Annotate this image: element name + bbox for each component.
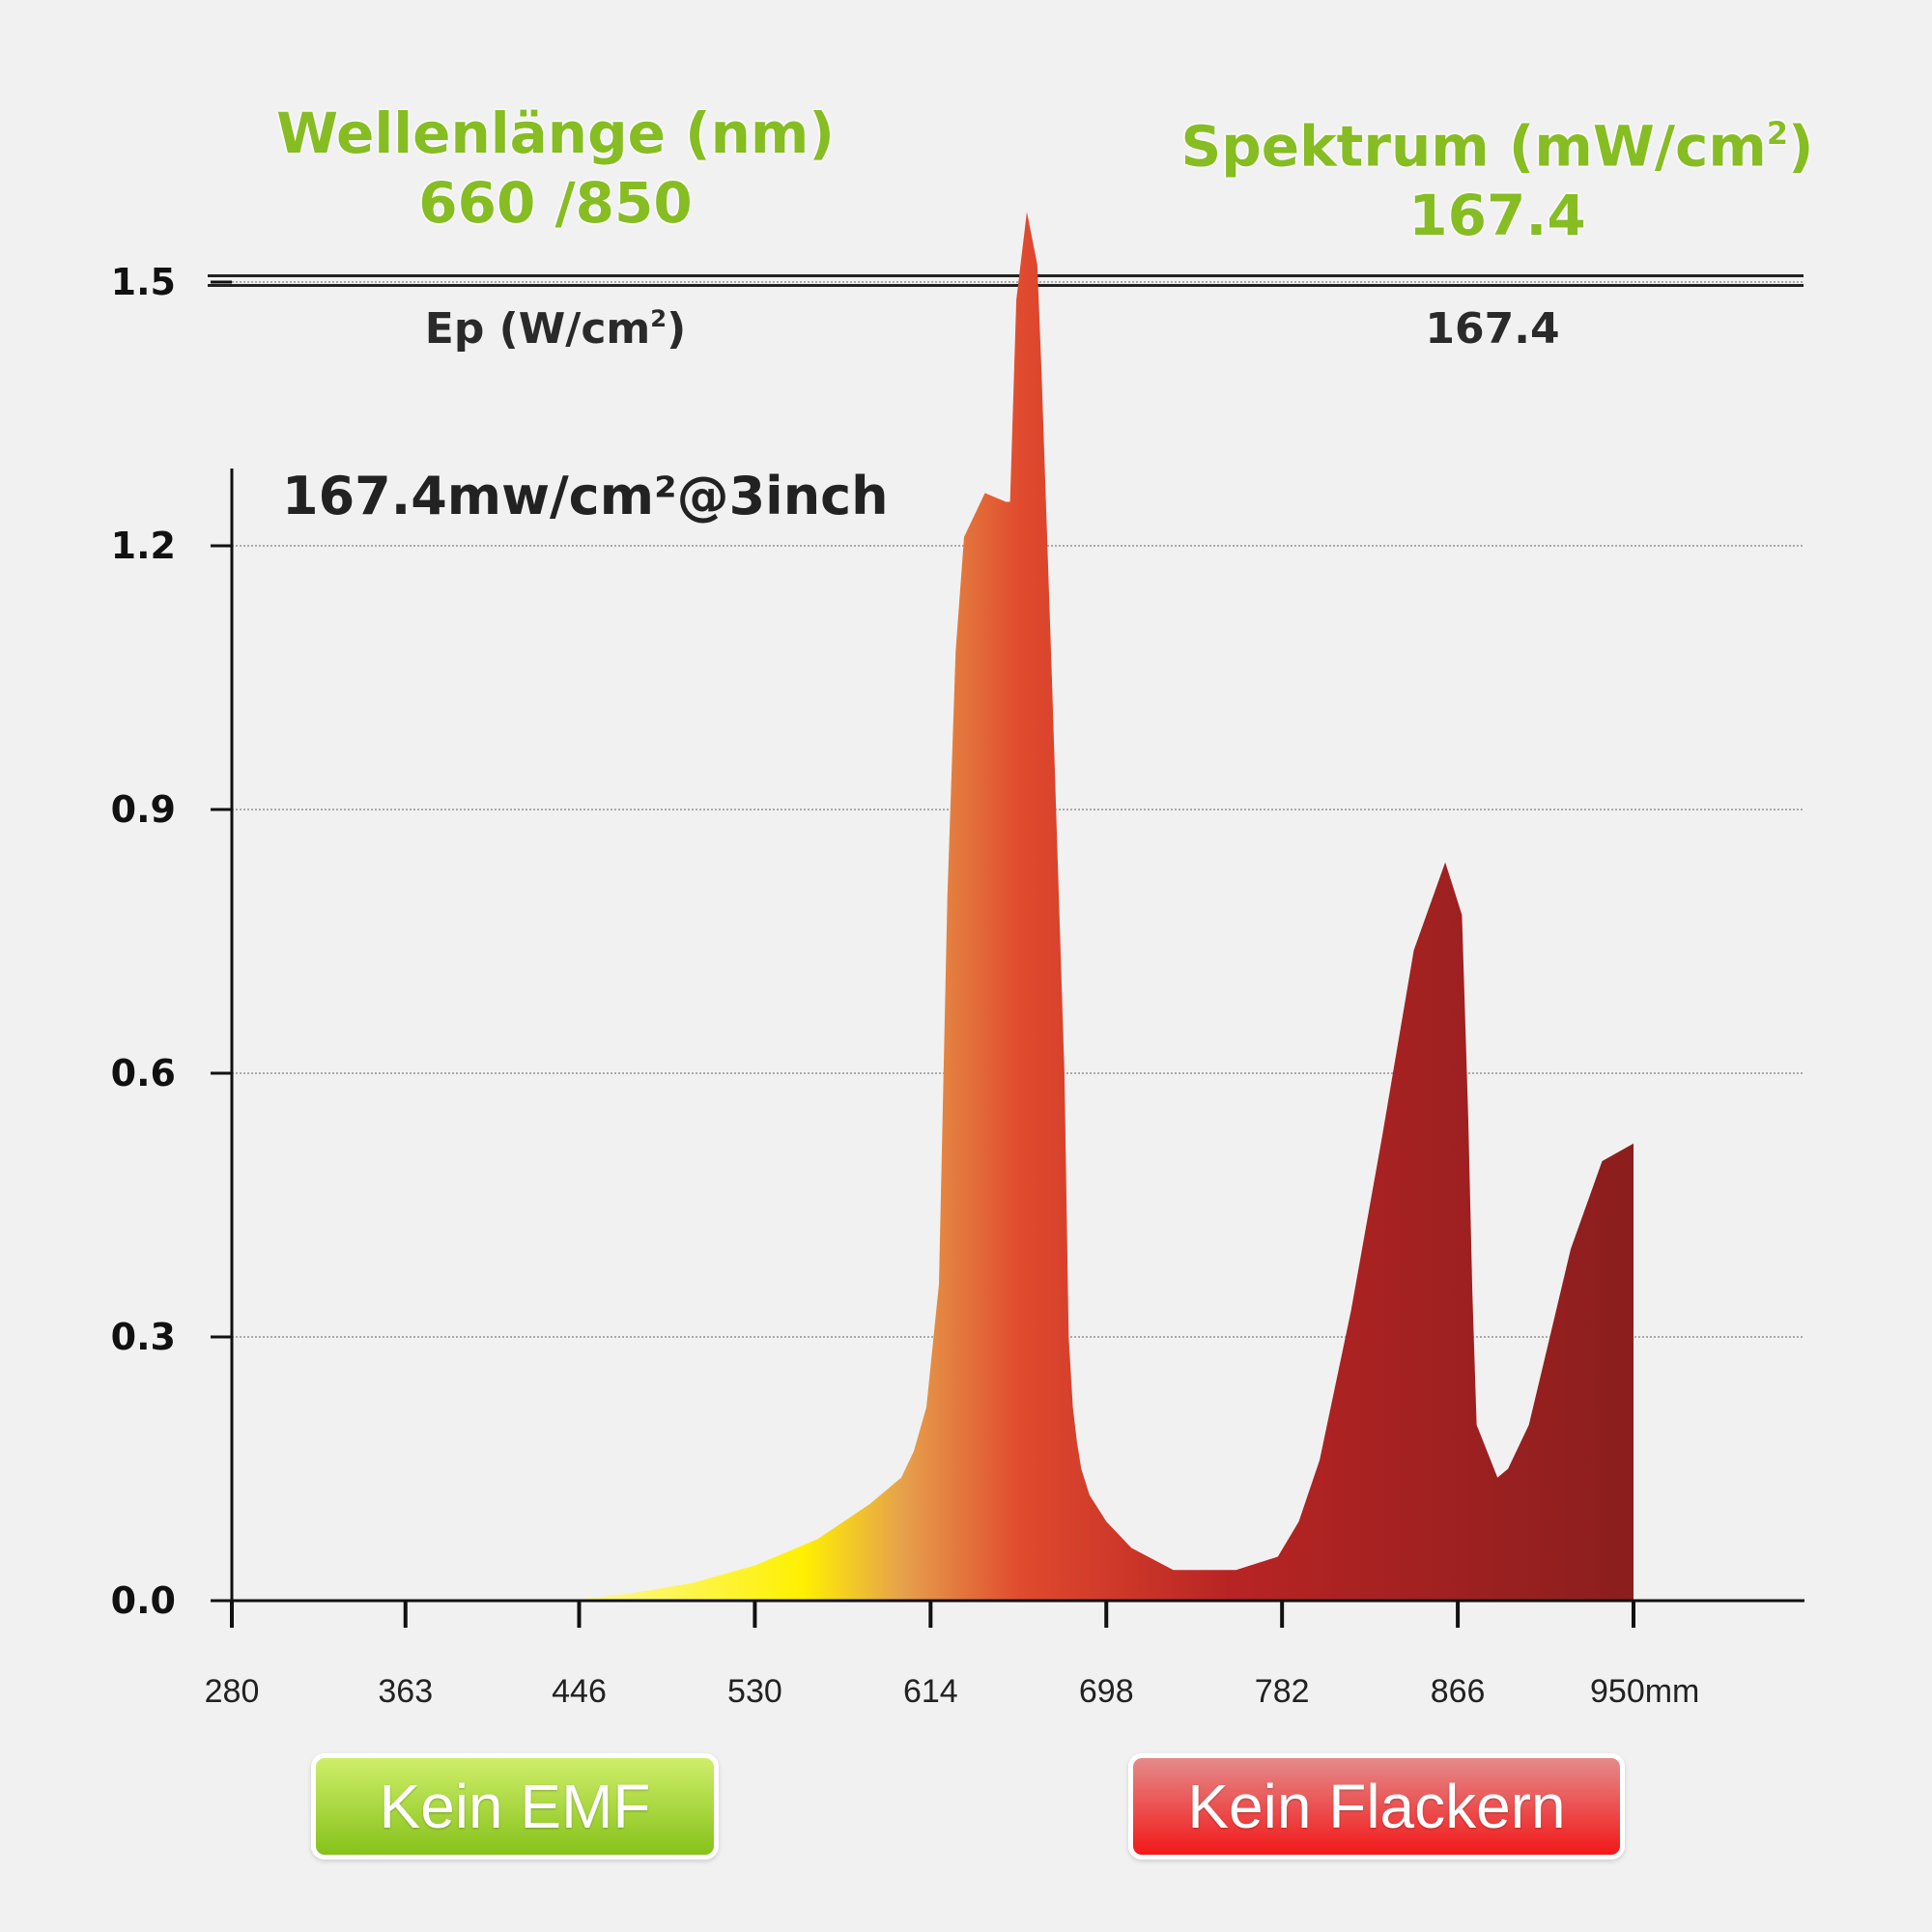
wavelength-title: Wellenlänge (nm)	[276, 100, 835, 166]
spectrum-title: Spektrum (mW/cm2)	[1180, 113, 1814, 180]
x-tick-label: 950mm	[1590, 1673, 1699, 1710]
x-tick-label: 614	[903, 1673, 958, 1710]
y-tick-label: 1.5	[111, 261, 176, 303]
divider-line-bottom	[208, 284, 1804, 287]
y-tick-label: 0.6	[111, 1052, 176, 1094]
chart-title: 167.4mw/cm²@3inch	[282, 466, 889, 526]
y-axis-ticks: 0.0 0.3 0.6 0.9 1.2 1.5	[111, 261, 232, 1622]
x-tick-label: 446	[552, 1673, 607, 1710]
y-tick-label: 0.3	[111, 1316, 176, 1358]
divider-line-top	[208, 274, 1804, 277]
no-emf-badge: Kein EMF	[311, 1753, 719, 1860]
ep-value: 167.4	[1425, 304, 1560, 354]
wavelength-value: 660 /850	[418, 170, 693, 236]
y-tick-label: 0.0	[111, 1579, 176, 1622]
x-tick-label: 866	[1431, 1673, 1486, 1710]
wavelength-header: Wellenlänge (nm) 660 /850	[266, 99, 845, 238]
spectrum-header: Spektrum (mW/cm2) 167.4	[1159, 99, 1835, 250]
spectrum-area	[566, 212, 1634, 1602]
x-tick-label: 782	[1255, 1673, 1310, 1710]
x-tick-label: 280	[205, 1673, 260, 1710]
x-tick-label: 698	[1079, 1673, 1134, 1710]
spectrum-value: 167.4	[1408, 183, 1586, 249]
y-tick-label: 1.2	[111, 525, 176, 567]
x-axis-ticks: 280 363 446 530 614 698 782 866 950mm	[205, 1601, 1699, 1710]
no-flicker-badge: Kein Flackern	[1128, 1753, 1625, 1860]
y-tick-label: 0.9	[111, 788, 176, 831]
ep-label: Ep (W/cm2)	[424, 304, 687, 354]
x-tick-label: 363	[378, 1673, 433, 1710]
x-tick-label: 530	[727, 1673, 782, 1710]
